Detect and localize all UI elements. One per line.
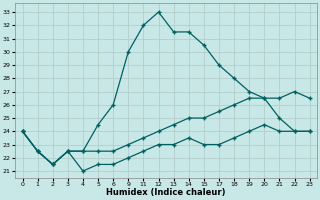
X-axis label: Humidex (Indice chaleur): Humidex (Indice chaleur) — [106, 188, 226, 197]
